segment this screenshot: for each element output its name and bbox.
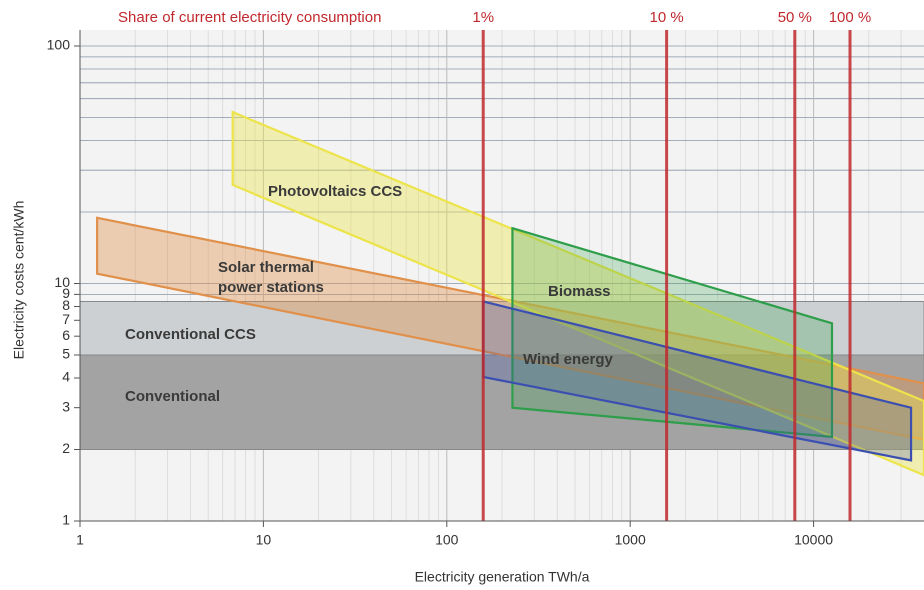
y-tick-label: 3 [62, 398, 70, 414]
band [96, 216, 924, 441]
band-label: Biomass [548, 283, 611, 300]
y-tick-label: 2 [62, 440, 70, 456]
top-tick-label: 50 % [778, 9, 812, 26]
y-tick-label: 9 [62, 285, 70, 301]
band-label: Conventional [125, 388, 220, 405]
x-tick-label: 10000 [794, 532, 833, 548]
areas [79, 110, 924, 477]
y-tick-label: 8 [62, 297, 70, 313]
y-tick-label: 5 [62, 346, 70, 362]
top-tick-label: 10 % [650, 9, 684, 26]
band [511, 226, 834, 439]
band-label: Photovoltaics CCS [268, 183, 402, 200]
y-tick-label: 1 [62, 512, 70, 528]
x-tick-label: 100 [435, 532, 459, 548]
band-label: power stations [218, 279, 324, 296]
x-tick-label: 1000 [615, 532, 646, 548]
top-axis-label: Share of current electricity consumption [118, 9, 381, 26]
band-label: Wind energy [523, 351, 614, 368]
y-tick-label: 7 [62, 311, 70, 327]
band-label: Conventional CCS [125, 326, 256, 343]
x-tick-label: 10 [256, 532, 272, 548]
x-tick-label: 1 [76, 532, 84, 548]
top-tick-label: 1% [472, 9, 494, 26]
band [231, 110, 924, 477]
y-axis-label: Electricity costs cent/kWh [11, 201, 27, 360]
y-tick-label: 100 [47, 37, 71, 53]
band-label: Solar thermal [218, 259, 314, 276]
y-tick-label: 6 [62, 327, 70, 343]
y-tick-label: 4 [62, 369, 70, 385]
top-tick-label: 100 % [829, 9, 872, 26]
y-tick-label: 10 [54, 274, 70, 290]
x-axis-label: Electricity generation TWh/a [415, 569, 590, 585]
